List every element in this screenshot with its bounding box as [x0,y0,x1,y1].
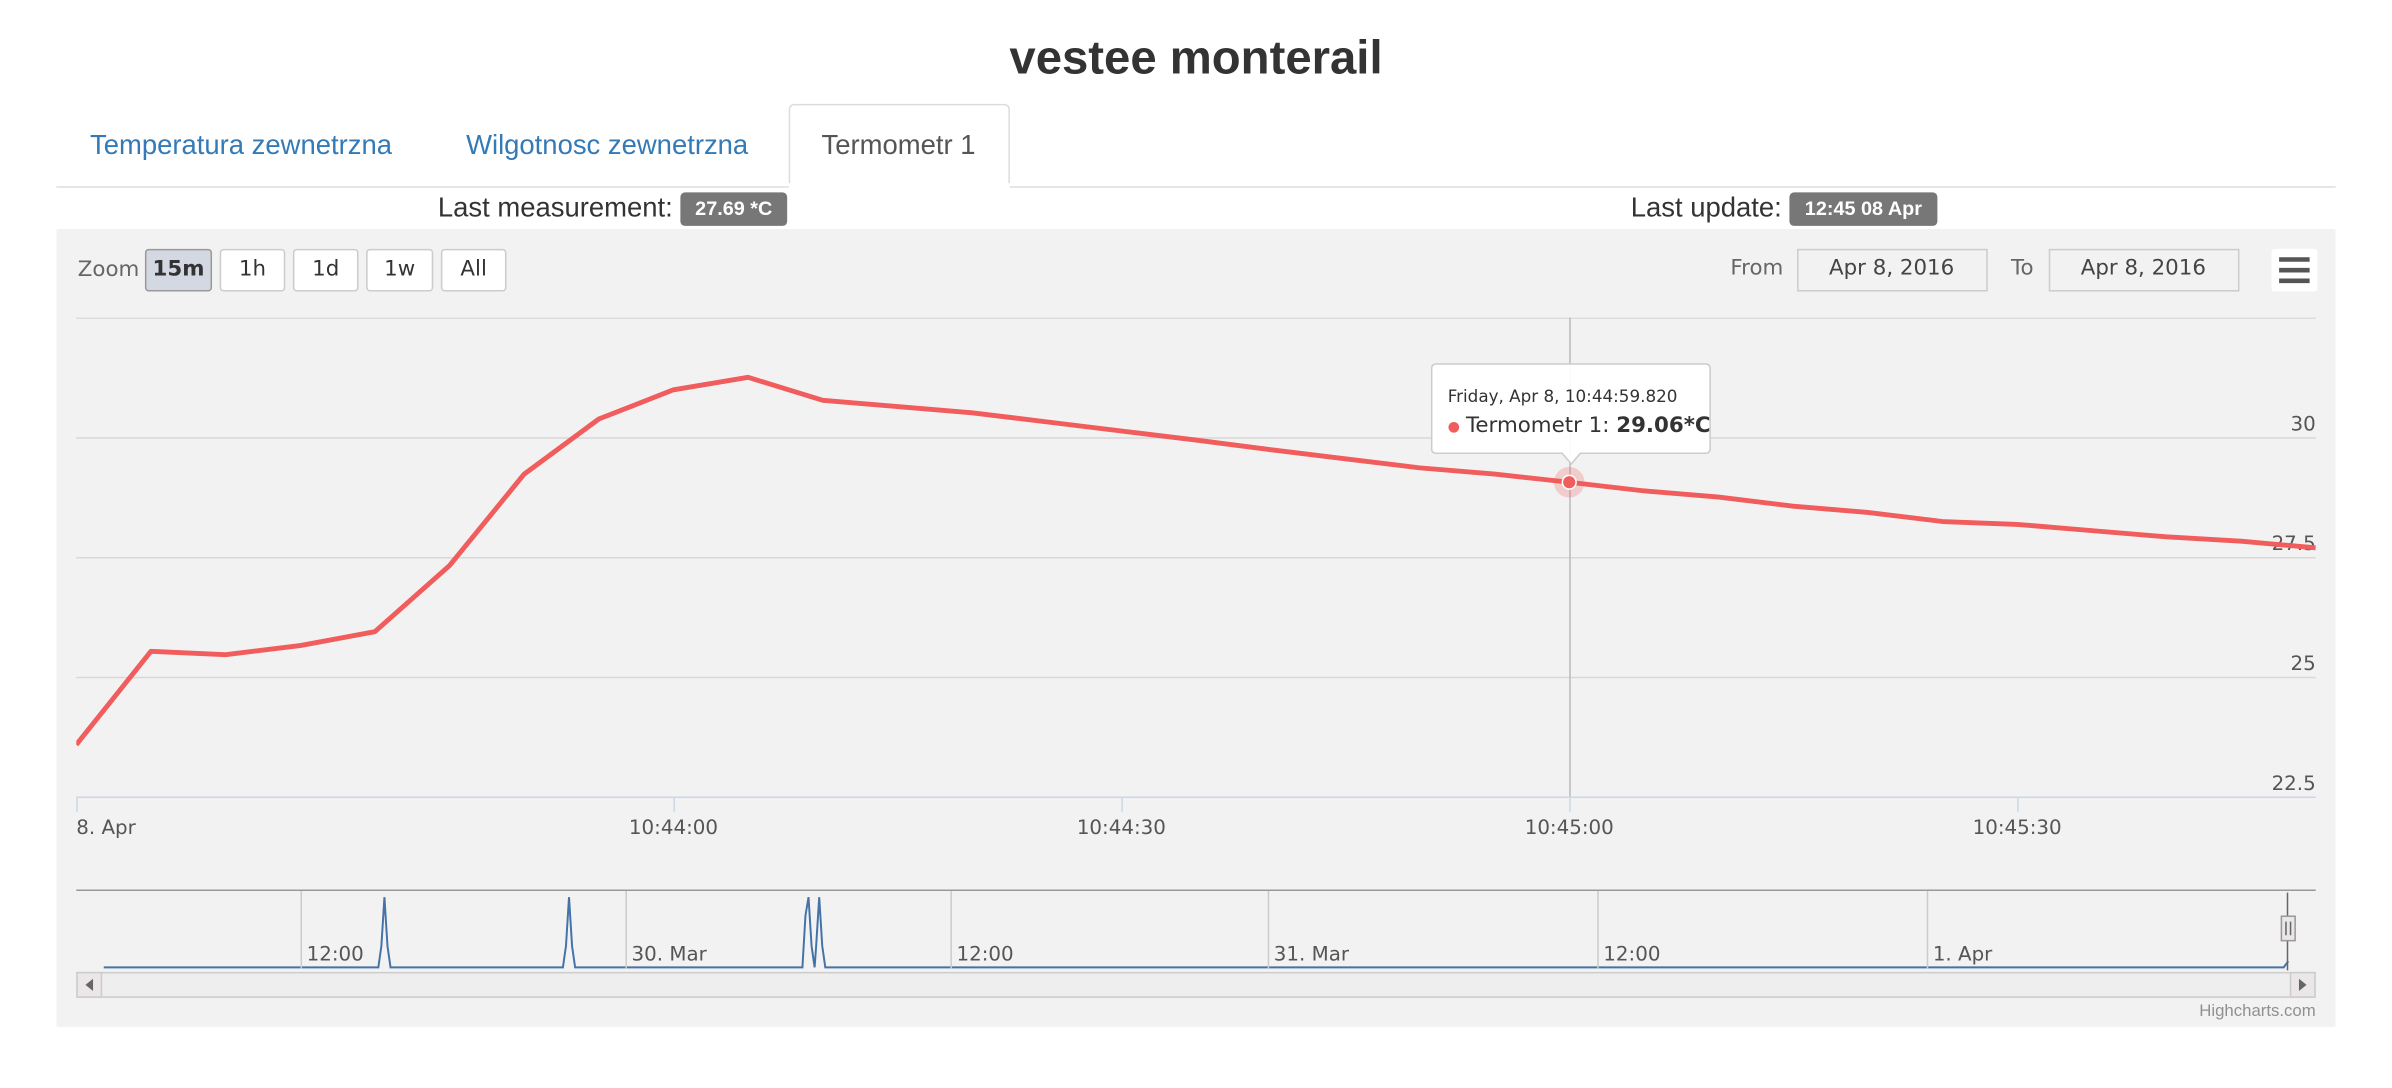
x-tick-label: 10:45:30 [1973,816,2062,839]
badge-text: 27.69 *C [695,198,772,220]
menu-button[interactable] [2271,248,2318,292]
zoom-button-label[interactable]: 1w [384,256,415,281]
navigator-handle-grip [2285,921,2292,936]
tooltip-dot [1448,421,1460,433]
arrow-icon [2298,978,2307,991]
date-input[interactable] [2048,248,2240,292]
credits[interactable]: Highcharts.com [2199,1001,2315,1020]
badge [680,192,788,226]
zoom-button-label[interactable]: 1d [312,256,339,281]
zoom-button[interactable] [366,248,434,292]
tooltip-body: Termometr 1: 29.06*C [1465,413,1711,438]
tab[interactable]: Wilgotnosc zewnetrzna [466,129,749,160]
status-label: Last measurement: [438,191,673,222]
x-tick-label: 10:45:00 [1525,816,1614,839]
hover-point [1561,474,1577,490]
zoom-button[interactable] [144,248,213,292]
navigator-label: 12:00 [307,943,364,966]
zoom-button[interactable] [219,248,286,292]
to-label: To [2010,256,2033,281]
zoom-button-label[interactable]: 1h [239,256,266,281]
tooltip: Friday, Apr 8, 10:44:59.820 Termometr 1:… [1430,363,1711,466]
navigator-handle[interactable] [2280,915,2296,942]
from-date[interactable]: Apr 8, 2016 [1829,256,1954,281]
tooltip-value: 29.06*C [1616,413,1710,438]
tooltip-series: Termometr 1: [1465,413,1609,438]
status-label: Last update: [1631,191,1782,222]
badge [1789,192,1938,226]
y-tick-label: 22.5 [2272,772,2316,795]
navigator-labels: 12:00 30. Mar 12:00 31. Mar 12:00 1. Apr [300,891,1993,969]
from-label: From [1730,256,1783,281]
scrollbar-track[interactable] [76,971,2316,998]
tab-active[interactable]: Termometr 1 [822,129,976,160]
zoom-buttons: 15m 1h 1d 1w All [144,248,507,292]
x-tick-label: 10:44:30 [1077,816,1166,839]
tab[interactable]: Temperatura zewnetrzna [90,129,393,160]
navigator-label: 31. Mar [1274,943,1350,966]
y-tick-label: 30 [2290,413,2315,436]
navigator-label: 12:00 [1603,943,1660,966]
navigator-label: 1. Apr [1933,943,1993,966]
zoom-label: Zoom [78,257,140,282]
zoom-button-label[interactable]: All [460,256,486,281]
zoom-button[interactable] [440,248,507,292]
navigator-label: 12:00 [956,943,1013,966]
zoom-button-label[interactable]: 15m [153,256,205,281]
x-tick-label: 8. Apr [76,816,136,839]
active-tab-frame [788,103,1010,188]
tooltip-box [1430,363,1711,466]
to-date[interactable]: Apr 8, 2016 [2081,256,2206,281]
navigator-series [103,896,2290,969]
active-tab-gap [788,183,1010,190]
badge-text: 12:45 08 Apr [1805,198,1922,220]
line-series [76,374,2316,747]
navigator-label: 30. Mar [632,943,708,966]
tooltip-header: Friday, Apr 8, 10:44:59.820 [1448,386,1678,406]
chart-background [56,228,2336,1027]
arrow-icon [85,978,94,991]
x-tick-label: 10:44:00 [629,816,718,839]
zoom-button[interactable] [292,248,359,292]
page-title: vestee monterail [1009,32,1382,85]
date-input[interactable] [1797,248,1988,292]
navigator: 12:00 30. Mar 12:00 31. Mar 12:00 1. Apr [76,889,2316,998]
menu-icon[interactable] [2279,257,2310,284]
y-tick-label: 25 [2290,652,2315,675]
